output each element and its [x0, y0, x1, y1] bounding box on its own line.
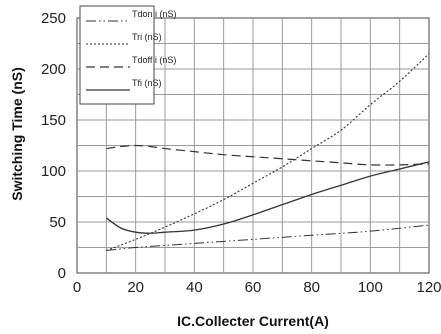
y-tick-label: 200	[41, 61, 66, 78]
legend-label-tri-ns: Tri (nS)	[132, 32, 162, 42]
series-layer	[105, 53, 430, 252]
grid	[77, 18, 429, 273]
legend-label-tdon-i-ns: Tdon i (nS)	[132, 9, 177, 19]
series-line-tfi-ns	[105, 161, 430, 234]
x-tick-label: 0	[73, 279, 81, 296]
series-line-tri-ns	[106, 53, 430, 252]
x-tick-label: 40	[186, 279, 203, 296]
y-axis-title: Switching Time (nS)	[9, 67, 25, 201]
y-tick-label: 250	[41, 10, 66, 27]
y-tick-label: 0	[58, 265, 66, 282]
series-line-tdoff-i-ns	[106, 144, 430, 166]
y-tick-labels: 0 50 100 150 200 250	[41, 10, 66, 282]
x-tick-label: 120	[416, 279, 441, 296]
legend-box	[79, 5, 155, 105]
x-axis-title: IC.Collecter Current(A)	[177, 313, 329, 329]
legend: Tdon i (nS) Tri (nS) Tdoff i (nS) Tfi (nS)	[79, 5, 177, 105]
x-tick-label: 60	[245, 279, 262, 296]
legend-label-tfi-ns: Tfi (nS)	[132, 78, 162, 88]
y-tick-label: 150	[41, 112, 66, 129]
x-tick-label: 20	[127, 279, 144, 296]
y-tick-label: 100	[41, 163, 66, 180]
series-line-tdon-i-ns	[106, 224, 430, 252]
x-tick-label: 80	[303, 279, 320, 296]
legend-label-tdoff-i-ns: Tdoff i (nS)	[132, 55, 176, 65]
x-tick-label: 100	[358, 279, 383, 296]
x-tick-labels: 0 20 40 60 80 100 120	[73, 279, 441, 296]
y-tick-label: 50	[49, 214, 66, 231]
